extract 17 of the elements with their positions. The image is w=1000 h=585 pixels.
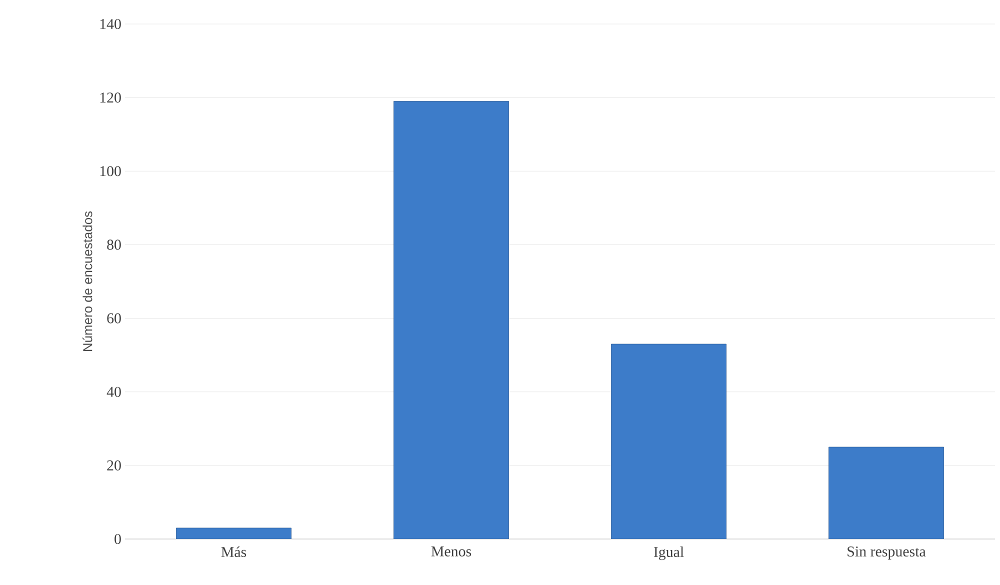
y-tick-label: 0 xyxy=(114,534,121,544)
x-tick-label: Sin respuesta xyxy=(848,546,926,560)
y-axis-title: Número de encuestados xyxy=(82,211,92,351)
bar xyxy=(828,446,944,539)
y-tick-label: 20 xyxy=(107,460,121,470)
x-tick-label: Igual xyxy=(654,546,684,560)
y-tick-label: 120 xyxy=(100,92,121,103)
y-tick-label: 80 xyxy=(107,240,121,250)
y-tick-label: 100 xyxy=(100,166,121,176)
y-tick-label: 40 xyxy=(106,386,121,397)
bar xyxy=(394,101,509,539)
x-tick-label: Menos xyxy=(431,546,472,556)
x-tick-label: Más xyxy=(221,546,246,558)
bar xyxy=(176,528,292,539)
y-tick-label: 140 xyxy=(100,18,121,30)
bar xyxy=(611,344,726,539)
y-tick-label: 60 xyxy=(107,313,121,324)
